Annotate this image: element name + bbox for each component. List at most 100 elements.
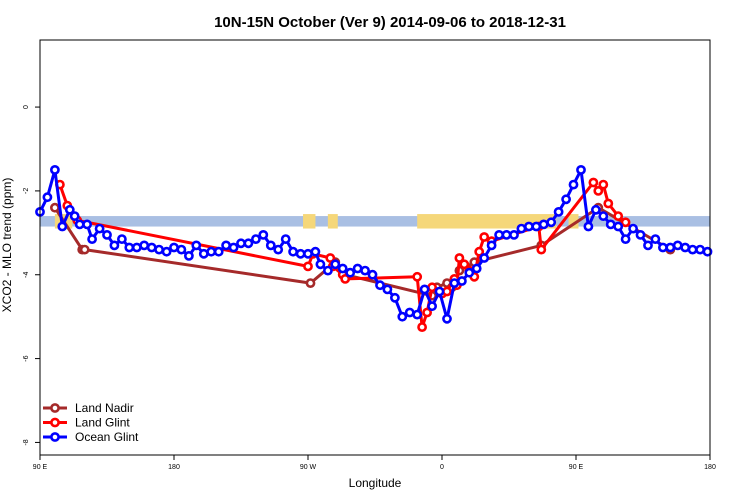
data-point: [593, 185, 604, 196]
y-tick-label: -2: [23, 188, 30, 194]
land-band-segment: [303, 214, 316, 229]
y-tick-label: -4: [23, 272, 30, 278]
data-point: [471, 263, 482, 274]
data-point: [221, 240, 231, 251]
data-point: [546, 217, 557, 228]
data-point: [243, 238, 254, 249]
legend-label: Land Glint: [75, 416, 130, 430]
data-point: [109, 240, 120, 251]
legend-entry: Land Nadir: [43, 401, 134, 415]
series-layer: [35, 164, 713, 332]
legend-label: Ocean Glint: [75, 430, 139, 444]
data-point: [456, 276, 467, 286]
plot-frame: [39, 39, 711, 456]
data-point: [50, 202, 60, 213]
data-point: [486, 240, 497, 251]
data-point: [94, 223, 105, 234]
data-point: [576, 164, 586, 175]
legend-label: Land Nadir: [75, 401, 134, 415]
data-point: [64, 204, 75, 215]
legend-marker: [50, 403, 60, 413]
data-point: [310, 246, 321, 257]
data-point: [628, 223, 638, 234]
x-axis: 90 E 180 90 W 0 90 E 180: [33, 455, 716, 471]
data-point: [382, 284, 393, 295]
data-point: [620, 217, 631, 228]
data-point: [598, 179, 609, 190]
data-point: [397, 311, 408, 322]
legend-marker: [50, 432, 60, 442]
data-point: [288, 246, 298, 257]
data-point: [367, 269, 378, 280]
data-point: [561, 194, 571, 205]
data-point: [538, 219, 549, 230]
data-point: [50, 164, 60, 175]
data-point: [434, 286, 445, 297]
data-point: [613, 211, 624, 221]
x-tick-label: 90 W: [300, 464, 317, 471]
y-tick-label: -8: [23, 439, 30, 445]
legend-entry: Ocean Glint: [43, 430, 139, 444]
data-point: [449, 278, 460, 288]
y-tick-label: -6: [23, 355, 30, 361]
data-point: [352, 263, 363, 274]
data-point: [536, 244, 547, 255]
chart-title: 10N-15N October (Ver 9) 2014-09-06 to 20…: [214, 14, 566, 31]
land-band-segment: [568, 214, 579, 229]
data-point: [79, 244, 90, 255]
data-point: [583, 221, 594, 232]
data-point: [87, 234, 97, 244]
ocean-band: [40, 216, 710, 227]
data-point: [427, 301, 437, 312]
x-tick-label: 180: [168, 464, 180, 471]
data-point: [183, 250, 194, 261]
data-point: [479, 253, 490, 263]
data-point: [603, 198, 614, 209]
data-point: [464, 267, 475, 278]
y-tick-label: 0: [23, 105, 30, 109]
data-point: [337, 263, 348, 274]
data-point: [265, 240, 276, 251]
data-point: [427, 282, 437, 293]
x-axis-label: Longitude: [349, 476, 402, 490]
data-point: [635, 229, 646, 240]
data-point: [598, 211, 609, 221]
data-point: [687, 244, 698, 255]
data-point: [672, 240, 683, 251]
data-point: [258, 229, 269, 240]
land-band-segment: [327, 214, 338, 229]
data-point: [139, 240, 150, 251]
series-land-glint: [55, 177, 631, 332]
data-point: [412, 271, 423, 282]
data-point: [102, 229, 112, 240]
data-point: [325, 253, 336, 263]
data-point: [360, 265, 370, 276]
data-point: [206, 246, 217, 257]
legend-entry: Land Glint: [43, 416, 130, 430]
data-point: [69, 211, 80, 221]
data-point: [213, 246, 224, 257]
data-point: [650, 234, 661, 244]
data-point: [389, 292, 400, 303]
x-tick-label: 180: [704, 464, 716, 471]
data-point: [620, 234, 631, 244]
x-tick-label: 90 E: [33, 464, 48, 471]
data-point: [117, 234, 127, 244]
data-point: [568, 179, 579, 190]
data-point: [305, 278, 316, 288]
data-point: [605, 219, 616, 230]
data-point: [250, 234, 261, 244]
data-point: [702, 246, 713, 257]
data-point: [57, 221, 68, 232]
data-point: [345, 267, 356, 278]
data-point: [124, 242, 135, 253]
series-ocean-glint: [35, 164, 713, 324]
data-point: [42, 192, 53, 203]
data-point: [322, 265, 333, 276]
data-point: [404, 307, 415, 318]
data-point: [82, 219, 92, 230]
data-point: [422, 307, 432, 318]
data-point: [474, 246, 485, 257]
data-point: [280, 234, 291, 244]
